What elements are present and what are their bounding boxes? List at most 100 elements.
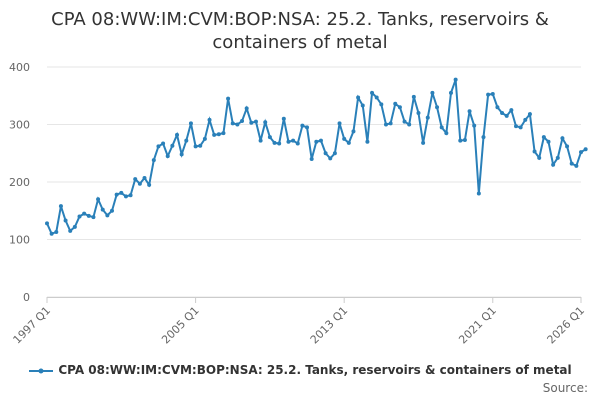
data-point <box>281 116 286 121</box>
data-point <box>490 92 495 97</box>
data-point <box>179 152 184 157</box>
data-point <box>300 123 305 128</box>
data-point <box>574 163 579 168</box>
data-point <box>365 139 370 144</box>
data-point <box>448 90 453 95</box>
data-point <box>509 108 514 113</box>
data-point <box>258 138 263 143</box>
data-point <box>128 193 133 198</box>
data-point <box>551 162 556 167</box>
data-point <box>54 230 59 235</box>
x-tick-label: 2013 Q1 <box>308 304 351 347</box>
data-point <box>407 122 412 127</box>
x-tick-label: 1997 Q1 <box>11 304 54 347</box>
data-point <box>527 112 532 117</box>
data-point <box>318 138 323 143</box>
data-point <box>253 119 258 124</box>
data-point <box>216 132 221 137</box>
data-point <box>96 197 101 202</box>
data-point <box>105 213 110 218</box>
data-point <box>123 194 128 199</box>
legend: CPA 08:WW:IM:CVM:BOP:NSA: 25.2. Tanks, r… <box>0 363 600 377</box>
data-point <box>323 151 328 156</box>
data-point <box>230 121 235 126</box>
data-point <box>82 211 87 216</box>
data-point <box>393 101 398 106</box>
data-point <box>472 123 477 128</box>
data-point <box>151 158 156 163</box>
data-point <box>583 147 588 152</box>
y-tick-label: 300 <box>9 119 30 132</box>
data-point <box>518 125 523 130</box>
data-point <box>58 204 63 209</box>
data-point <box>221 131 226 136</box>
data-point <box>356 95 361 100</box>
chart-title: CPA 08:WW:IM:CVM:BOP:NSA: 25.2. Tanks, r… <box>51 9 549 53</box>
data-point <box>416 111 421 115</box>
data-point <box>175 132 180 137</box>
data-point <box>411 94 416 99</box>
data-point <box>444 131 449 136</box>
data-point <box>425 115 430 120</box>
data-point <box>337 121 342 126</box>
data-point <box>537 155 542 160</box>
data-point <box>45 221 49 226</box>
data-point <box>147 182 152 187</box>
data-point <box>110 208 115 213</box>
data-point <box>263 120 268 125</box>
data-point <box>212 132 217 137</box>
data-point <box>137 181 142 186</box>
data-point <box>295 141 300 146</box>
data-point <box>458 138 463 143</box>
x-tick-label: 2021 Q1 <box>456 304 499 347</box>
data-point <box>495 105 500 110</box>
data-point <box>77 214 82 219</box>
data-point <box>63 218 68 223</box>
data-point <box>249 120 254 125</box>
legend-label: CPA 08:WW:IM:CVM:BOP:NSA: 25.2. Tanks, r… <box>58 363 572 377</box>
data-point <box>68 228 73 233</box>
data-point <box>523 117 528 122</box>
data-point <box>170 143 175 148</box>
data-point <box>481 135 486 140</box>
data-point <box>267 135 272 140</box>
data-point <box>370 90 375 95</box>
plot-area: 0 100 200 300 400 1997 Q1 2005 Q1 2013 Q1 2021 Q… <box>9 61 588 347</box>
data-point <box>379 102 384 107</box>
data-point <box>142 175 147 180</box>
data-point <box>486 92 491 97</box>
source: Source: <box>542 381 588 395</box>
data-point <box>72 224 77 229</box>
x-tick-label: 2026 Q1 <box>545 304 588 347</box>
data-point <box>439 125 444 130</box>
data-point <box>156 144 161 149</box>
data-point <box>397 105 402 110</box>
data-point <box>546 139 551 144</box>
data-point <box>291 138 296 143</box>
data-point <box>500 111 505 115</box>
data-point <box>402 119 407 124</box>
data-point <box>383 122 388 127</box>
data-point <box>462 138 467 143</box>
data-point <box>430 90 435 95</box>
data-point <box>328 156 333 161</box>
data-point <box>184 138 189 143</box>
data-point <box>476 191 481 196</box>
data-point <box>305 125 310 130</box>
data-point <box>388 121 393 126</box>
data-point <box>467 109 472 114</box>
data-point <box>286 139 291 144</box>
data-point <box>569 161 574 166</box>
data-point <box>240 119 245 124</box>
data-point <box>226 96 231 101</box>
data-point <box>342 136 347 141</box>
data-point <box>165 154 170 159</box>
data-point <box>277 141 282 146</box>
data-point <box>86 213 91 218</box>
data-point <box>309 157 314 161</box>
data-point <box>541 135 546 140</box>
data-point <box>579 150 583 155</box>
data-point <box>244 106 249 111</box>
data-point <box>555 155 560 160</box>
